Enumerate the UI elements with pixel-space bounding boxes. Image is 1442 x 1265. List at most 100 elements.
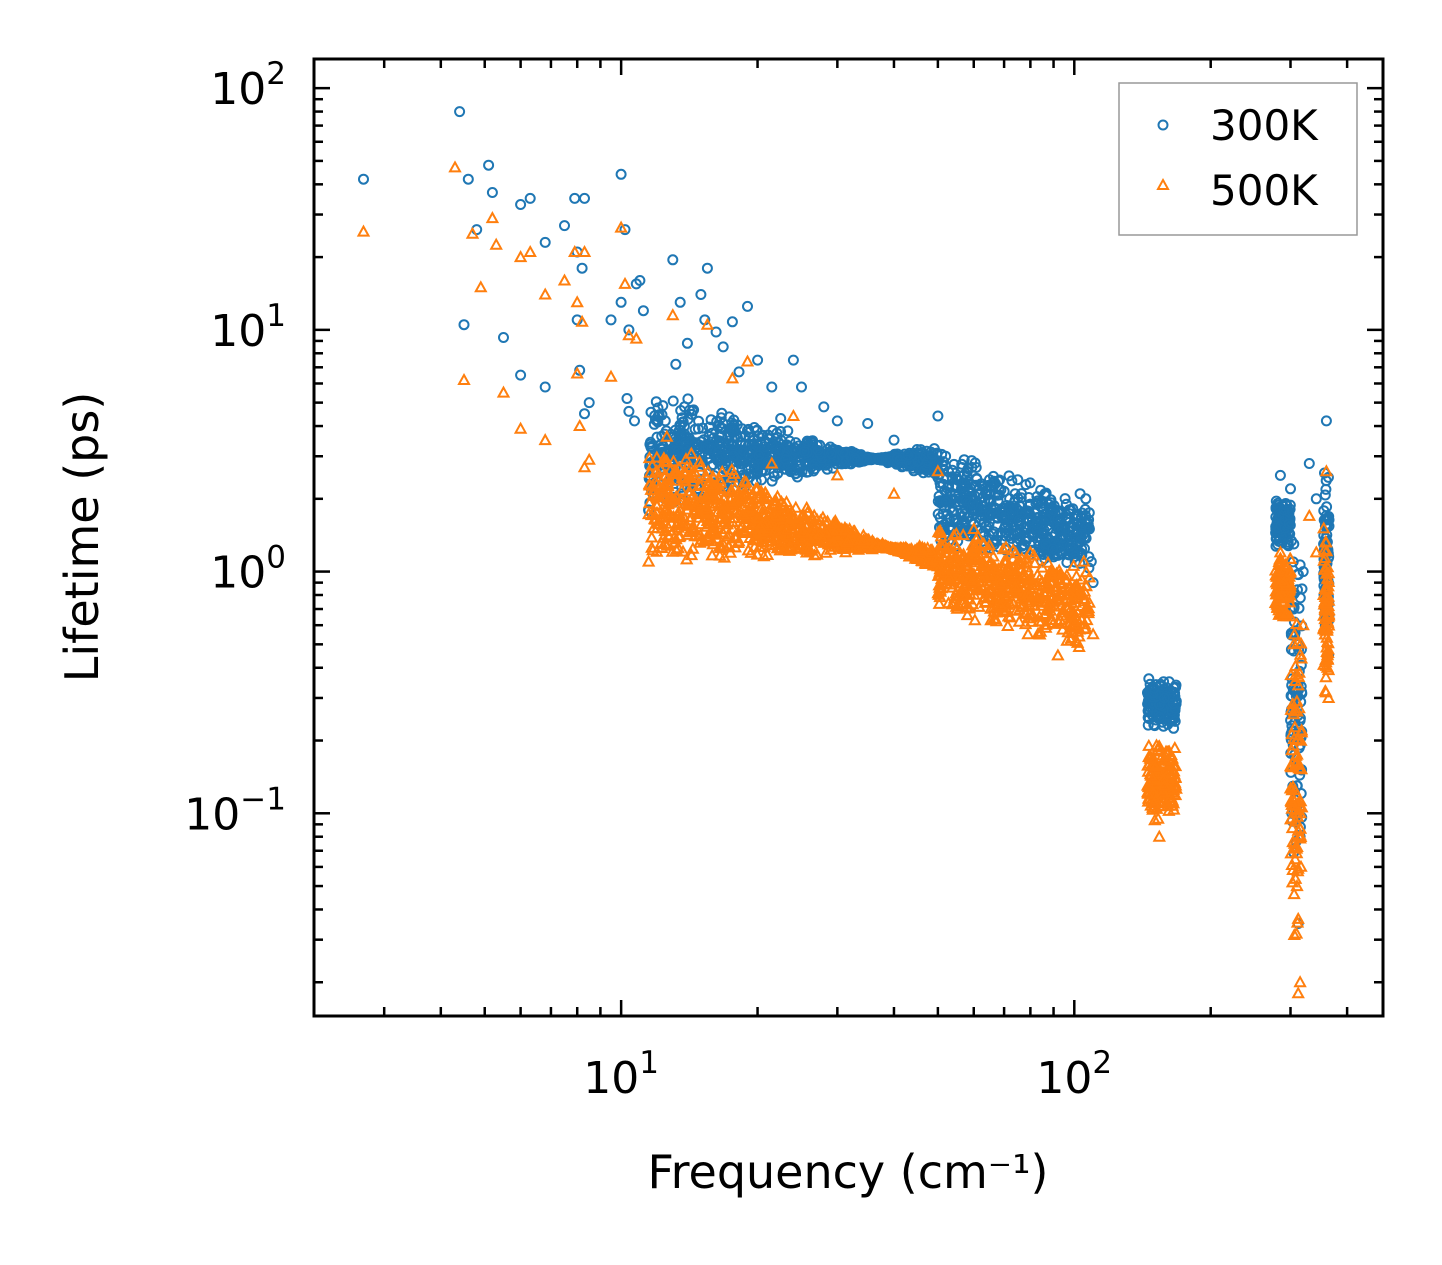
data-point-300k	[650, 396, 662, 408]
data-point-300k	[1274, 469, 1286, 481]
data-point-500k	[715, 504, 729, 517]
data-point-500k	[1284, 760, 1298, 773]
data-point-500k	[1055, 622, 1070, 635]
data-point-500k	[942, 570, 956, 583]
data-point-500k	[942, 554, 956, 567]
data-point-300k	[656, 443, 668, 455]
data-point-500k	[683, 510, 698, 523]
data-point-500k	[700, 477, 715, 490]
data-point-500k	[1291, 911, 1305, 924]
data-point-500k	[784, 510, 799, 523]
data-point-300k	[818, 401, 830, 413]
data-point-500k	[684, 446, 699, 459]
data-point-500k	[1285, 727, 1299, 740]
data-point-300k	[975, 513, 986, 525]
data-point-300k	[753, 450, 765, 461]
data-point-500k	[1288, 852, 1302, 865]
data-point-500k	[789, 500, 803, 513]
data-point-500k	[570, 366, 584, 379]
data-point-500k	[736, 481, 750, 494]
data-point-500k	[949, 561, 963, 574]
data-point-500k	[465, 226, 480, 239]
data-point-300k	[827, 462, 839, 474]
data-point-500k	[731, 535, 745, 548]
data-point-500k	[651, 516, 665, 529]
data-point-500k	[983, 554, 998, 567]
data-point-300k	[559, 220, 570, 232]
data-point-300k	[982, 480, 994, 491]
y-tick-label-1: 101	[210, 298, 286, 357]
data-point-300k	[1063, 525, 1075, 537]
data-point-500k	[1054, 599, 1068, 612]
tick-labels: 101 102 102 101 100 10−1	[184, 56, 1112, 1104]
data-point-500k	[1292, 701, 1306, 714]
data-point-300k	[605, 314, 617, 326]
series-500k	[356, 160, 1336, 999]
data-point-300k	[667, 395, 679, 407]
data-point-500k	[1321, 579, 1335, 592]
data-point-500k	[997, 554, 1011, 567]
data-point-500k	[1321, 690, 1336, 703]
data-point-300k	[984, 474, 995, 486]
data-point-500k	[1309, 545, 1323, 558]
data-point-500k	[1033, 571, 1047, 584]
data-point-500k	[932, 550, 946, 563]
data-point-300k	[775, 413, 787, 424]
data-point-500k	[693, 459, 708, 472]
data-point-500k	[654, 462, 668, 475]
data-point-500k	[682, 484, 697, 497]
data-point-500k	[666, 308, 680, 321]
data-point-500k	[1317, 542, 1332, 555]
data-point-500k	[913, 543, 927, 556]
data-point-500k	[680, 527, 695, 540]
data-point-500k	[672, 460, 686, 473]
data-point-500k	[655, 509, 669, 522]
data-point-500k	[715, 464, 729, 477]
data-point-300k	[1083, 523, 1095, 535]
data-point-500k	[1272, 578, 1286, 591]
data-point-500k	[800, 500, 814, 513]
data-point-500k	[1320, 660, 1335, 673]
data-point-500k	[967, 539, 981, 552]
data-point-500k	[1147, 796, 1161, 809]
data-point-300k	[579, 192, 590, 204]
data-point-500k	[1286, 779, 1300, 792]
data-point-500k	[1075, 587, 1090, 600]
data-point-500k	[818, 514, 832, 527]
data-point-300k	[1012, 474, 1024, 486]
data-point-300k	[1047, 543, 1059, 555]
x-tick-label-1: 102	[1036, 1045, 1112, 1104]
data-point-500k	[676, 544, 690, 557]
data-point-500k	[965, 575, 979, 588]
data-point-500k	[770, 525, 785, 538]
legend-marker-500k	[1156, 177, 1170, 190]
data-point-500k	[938, 559, 952, 572]
data-point-300k	[1021, 533, 1033, 545]
data-point-500k	[771, 500, 786, 513]
data-point-500k	[753, 520, 768, 533]
data-point-500k	[661, 497, 675, 510]
data-point-500k	[657, 454, 672, 467]
data-point-500k	[1320, 590, 1334, 603]
data-point-500k	[1072, 588, 1086, 601]
data-point-300k	[1320, 415, 1332, 427]
data-point-300k	[896, 461, 908, 473]
data-point-500k	[1041, 555, 1055, 568]
data-point-500k	[645, 530, 659, 543]
data-point-300k	[705, 414, 717, 426]
data-point-500k	[976, 582, 991, 595]
data-point-500k	[1039, 620, 1053, 633]
data-point-500k	[1142, 738, 1156, 751]
data-point-300k	[726, 316, 738, 328]
data-point-300k	[1069, 513, 1081, 525]
data-point-300k	[1006, 475, 1018, 487]
data-point-500k	[655, 481, 669, 494]
data-point-500k	[1287, 887, 1301, 900]
data-point-500k	[1005, 594, 1019, 607]
data-point-500k	[513, 250, 528, 263]
series-300k	[358, 106, 1335, 929]
data-point-500k	[457, 372, 471, 385]
data-point-300k	[967, 498, 979, 510]
data-point-500k	[737, 507, 751, 520]
data-point-300k	[799, 440, 811, 452]
